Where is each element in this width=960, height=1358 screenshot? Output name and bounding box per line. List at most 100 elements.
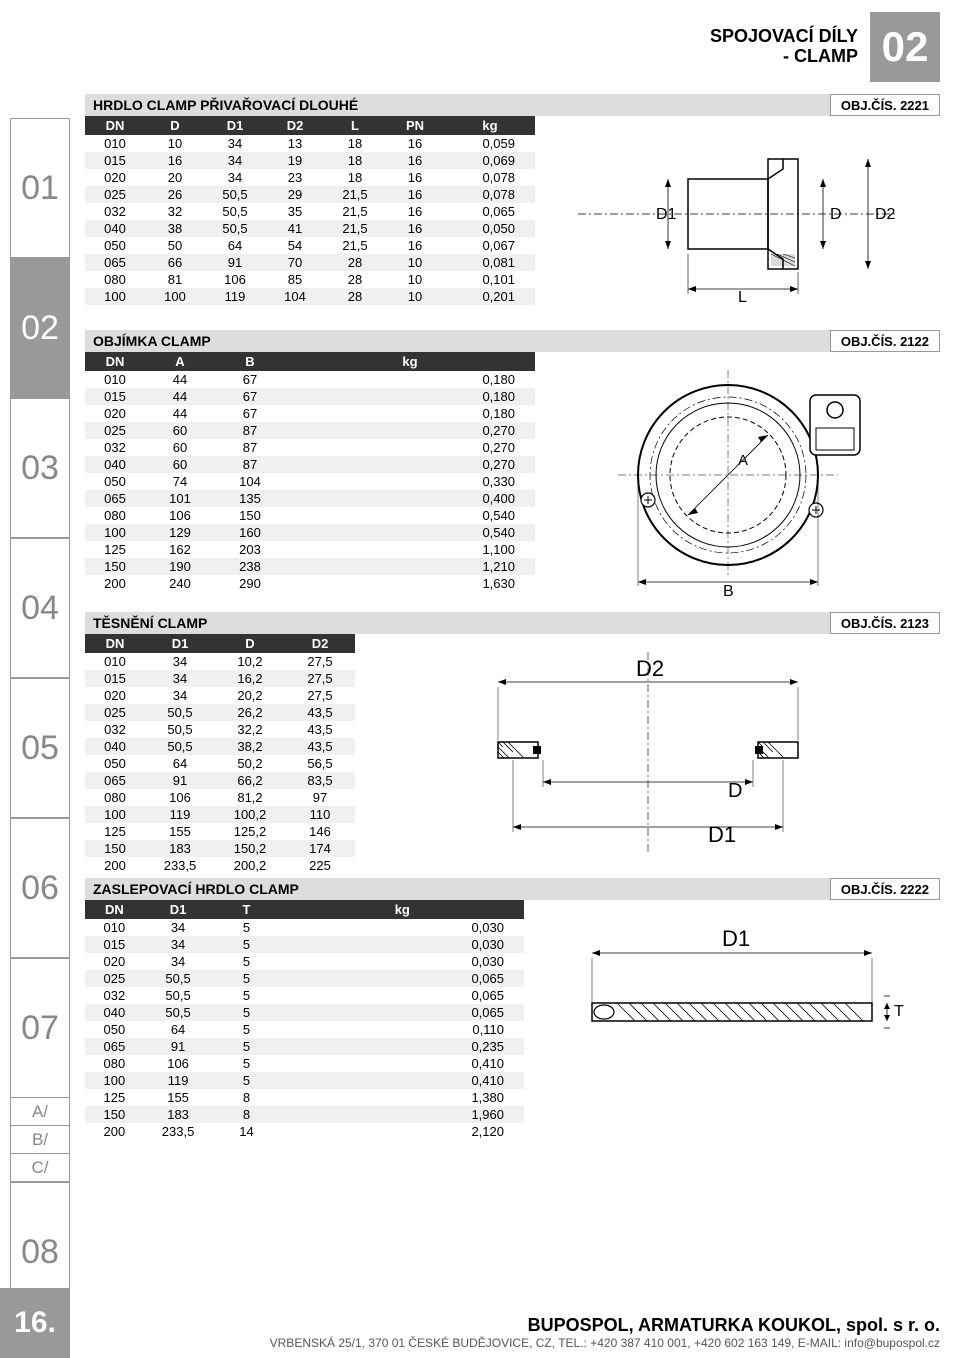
- table-row: 0153450,030: [85, 936, 524, 953]
- col-header: D: [215, 634, 285, 653]
- table-cell: 5: [212, 936, 280, 953]
- table-row: 125155125,2146: [85, 823, 355, 840]
- table-cell: 025: [85, 970, 144, 987]
- table-cell: 200: [85, 575, 145, 592]
- chapter-number: 02: [870, 12, 940, 82]
- table-cell: 50,5: [145, 738, 215, 755]
- table-cell: 60: [145, 422, 215, 439]
- table-cell: 0,078: [445, 186, 535, 203]
- diagram-flange-icon: D1 D D2 L: [568, 124, 908, 304]
- section-tesneni-clamp: TĚSNĚNÍ CLAMP OBJ.ČÍS. 2123 DND1DD201034…: [85, 612, 940, 874]
- table-cell: 032: [85, 439, 145, 456]
- table-row: 080811068528100,101: [85, 271, 535, 288]
- section-zaslepovaci-hrdlo: ZASLEPOVACÍ HRDLO CLAMP OBJ.ČÍS. 2222 DN…: [85, 878, 940, 1140]
- table-row: 2002402901,630: [85, 575, 535, 592]
- side-tab-04[interactable]: 04: [10, 538, 70, 678]
- table-cell: 5: [212, 1055, 280, 1072]
- table-cell: 16: [385, 220, 445, 237]
- table-row: 10010011910428100,201: [85, 288, 535, 305]
- section-hrdlo-clamp: HRDLO CLAMP PŘIVAŘOVACÍ DLOUHÉ OBJ.ČÍS. …: [85, 94, 940, 312]
- table-cell: 10: [385, 271, 445, 288]
- section4-table: DND1Tkg0103450,0300153450,0300203450,030…: [85, 900, 524, 1140]
- table-cell: 8: [212, 1089, 280, 1106]
- side-subtab-C[interactable]: C/: [10, 1154, 70, 1182]
- table-cell: 35: [265, 203, 325, 220]
- table-row: 02550,550,065: [85, 970, 524, 987]
- table-cell: 44: [145, 388, 215, 405]
- table-cell: 183: [145, 840, 215, 857]
- table-cell: 2,120: [281, 1123, 524, 1140]
- table-cell: 101: [145, 490, 215, 507]
- table-cell: 200: [85, 857, 145, 874]
- table-cell: 64: [144, 1021, 213, 1038]
- table-cell: 34: [145, 670, 215, 687]
- side-tab-07[interactable]: 07: [10, 958, 70, 1098]
- table-row: 02020342318160,078: [85, 169, 535, 186]
- table-cell: 67: [215, 388, 285, 405]
- table-cell: 155: [144, 1089, 213, 1106]
- table-cell: 106: [145, 789, 215, 806]
- table-cell: 119: [144, 1072, 213, 1089]
- table-cell: 160: [215, 524, 285, 541]
- col-header: DN: [85, 352, 145, 371]
- col-header: kg: [445, 116, 535, 135]
- table-cell: 106: [205, 271, 265, 288]
- table-cell: 125: [85, 541, 145, 558]
- table-cell: 106: [144, 1055, 213, 1072]
- table-cell: 27,5: [285, 653, 355, 670]
- table-row: 06566917028100,081: [85, 254, 535, 271]
- table-cell: 50,5: [144, 1004, 213, 1021]
- table-cell: 080: [85, 1055, 144, 1072]
- table-cell: 23: [265, 169, 325, 186]
- table-cell: 34: [145, 653, 215, 670]
- table-row: 02044670,180: [85, 405, 535, 422]
- side-tab-05[interactable]: 05: [10, 678, 70, 818]
- side-subtab-A[interactable]: A/: [10, 1098, 70, 1126]
- table-cell: 60: [145, 439, 215, 456]
- table-cell: 5: [212, 1004, 280, 1021]
- table-row: 0651011350,400: [85, 490, 535, 507]
- table-cell: 129: [145, 524, 215, 541]
- side-tab-01[interactable]: 01: [10, 118, 70, 258]
- side-tab-02[interactable]: 02: [10, 258, 70, 398]
- table-cell: 50,5: [145, 704, 215, 721]
- table-row: 03250,550,065: [85, 987, 524, 1004]
- table-cell: 110: [285, 806, 355, 823]
- diagram-label-d: D: [728, 780, 742, 802]
- section3-title: TĚSNĚNÍ CLAMP: [85, 612, 830, 634]
- table-cell: 0,410: [281, 1072, 524, 1089]
- table-cell: 18: [325, 152, 385, 169]
- diagram-label-d: D: [830, 206, 842, 223]
- table-cell: 162: [145, 541, 215, 558]
- side-tab-03[interactable]: 03: [10, 398, 70, 538]
- table-cell: 233,5: [144, 1123, 213, 1140]
- diagram-label-l: L: [738, 289, 747, 304]
- table-cell: 010: [85, 919, 144, 936]
- table-row: 01044670,180: [85, 371, 535, 388]
- table-cell: 015: [85, 152, 145, 169]
- table-cell: 67: [215, 405, 285, 422]
- table-cell: 27,5: [285, 670, 355, 687]
- side-subtab-B[interactable]: B/: [10, 1126, 70, 1154]
- table-cell: 87: [215, 439, 285, 456]
- table-cell: 050: [85, 755, 145, 772]
- table-cell: 0,050: [445, 220, 535, 237]
- table-cell: 10: [145, 135, 205, 152]
- table-cell: 150: [85, 1106, 144, 1123]
- table-cell: 0,065: [281, 970, 524, 987]
- page-footer: 16. BUPOSPOL, ARMATURKA KOUKOL, spol. s …: [0, 1288, 960, 1358]
- table-cell: 0,110: [281, 1021, 524, 1038]
- table-cell: 14: [212, 1123, 280, 1140]
- table-cell: 015: [85, 388, 145, 405]
- col-header: DN: [85, 900, 144, 919]
- table-cell: 0,030: [281, 919, 524, 936]
- side-tab-06[interactable]: 06: [10, 818, 70, 958]
- content: HRDLO CLAMP PŘIVAŘOVACÍ DLOUHÉ OBJ.ČÍS. …: [85, 94, 940, 1140]
- table-row: 0103410,227,5: [85, 653, 355, 670]
- table-row: 0153416,227,5: [85, 670, 355, 687]
- col-header: D2: [265, 116, 325, 135]
- table-cell: 66,2: [215, 772, 285, 789]
- table-row: 0252650,52921,5160,078: [85, 186, 535, 203]
- table-cell: 44: [145, 371, 215, 388]
- table-cell: 50,5: [144, 987, 213, 1004]
